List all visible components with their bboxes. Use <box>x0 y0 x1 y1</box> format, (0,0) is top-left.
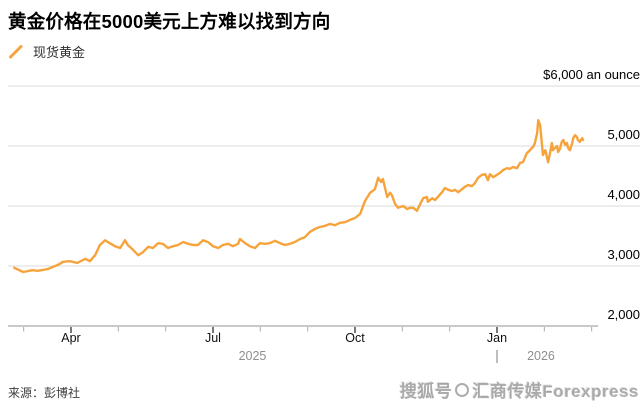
x-axis-label-oct: Oct <box>345 331 365 345</box>
chart-title: 黄金价格在5000美元上方难以找到方向 <box>8 11 331 32</box>
x-axis-label-apr: Apr <box>61 331 81 345</box>
y-axis-label-3000: 3,000 <box>607 247 640 262</box>
y-axis-label-6000: $6,000 an ounce <box>543 67 640 82</box>
watermark-suffix: 汇商传媒Forexpress <box>472 382 639 401</box>
year-label-2025: 2025 <box>238 349 267 363</box>
y-axis-label-5000: 5,000 <box>607 127 640 142</box>
y-axis-label-4000: 4,000 <box>607 187 640 202</box>
year-label-2026: 2026 <box>527 349 555 363</box>
legend-label: 现货黄金 <box>33 45 86 60</box>
y-axis-label-2000: 2,000 <box>607 307 640 322</box>
legend-line-icon <box>9 44 23 58</box>
x-axis-label-jul: Jul <box>204 331 221 345</box>
legend: 现货黄金 <box>8 42 85 61</box>
watermark: 搜狐号 汇商传媒Forexpress <box>400 377 639 402</box>
spot-gold-price-line <box>12 118 585 274</box>
year-divider <box>496 349 498 363</box>
x-axis-label-jan: Jan <box>486 331 508 345</box>
sohu-logo-icon <box>455 382 470 397</box>
source-note: 来源：彭博社 <box>8 386 81 400</box>
watermark-prefix: 搜狐号 <box>399 382 453 401</box>
